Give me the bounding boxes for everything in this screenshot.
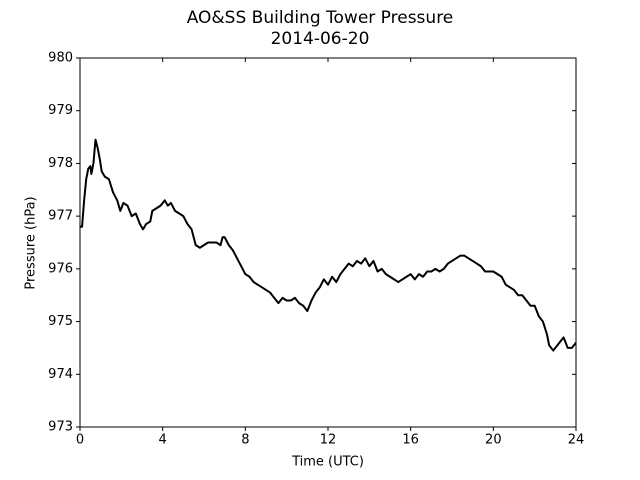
x-tick-label: 24 (568, 433, 585, 448)
y-tick-label: 976 (48, 261, 73, 276)
data-line (80, 138, 577, 352)
plot-frame (79, 57, 577, 428)
x-axis-label: Time (UTC) (291, 455, 364, 470)
x-tick-label: 0 (76, 433, 84, 448)
y-tick-label: 979 (48, 103, 73, 118)
x-tick-label: 12 (320, 433, 337, 448)
y-tick-label: 975 (48, 314, 73, 329)
chart-subtitle: 2014-06-20 (271, 29, 370, 49)
chart-title: AO&SS Building Tower Pressure (187, 8, 454, 28)
x-tick-label: 4 (159, 433, 167, 448)
y-tick-label: 980 (48, 51, 73, 66)
y-axis-label: Pressure (hPa) (24, 196, 39, 289)
y-tick-label: 973 (48, 420, 73, 435)
y-tick-label: 978 (48, 156, 73, 171)
x-tick-label: 20 (485, 433, 502, 448)
y-tick-label: 974 (48, 367, 73, 382)
y-tick-label: 977 (48, 209, 73, 224)
x-tick-label: 8 (241, 433, 249, 448)
x-tick-label: 16 (402, 433, 419, 448)
